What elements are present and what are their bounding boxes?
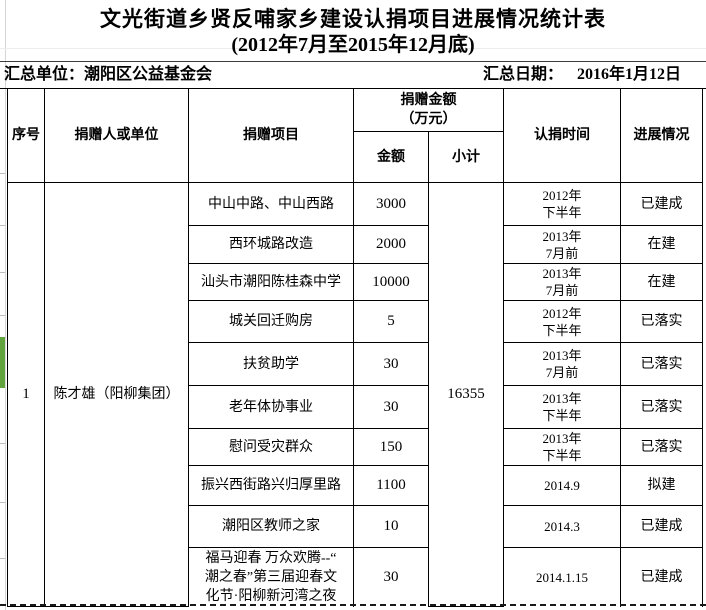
table-row: 振兴西街路兴归厚里路 1100 2014.9 拟建	[8, 465, 703, 506]
table-row: 1 陈才雄（阳柳集团） 中山中路、中山西路 3000 16355 2012年 下…	[7, 182, 703, 607]
cell-progress: 已落实	[620, 385, 703, 429]
header-amount-group: 捐赠金额 （万元）	[353, 88, 504, 132]
green-marker	[0, 337, 5, 388]
cell-project: 慰问受灾群众	[188, 428, 354, 466]
gridline-tick	[0, 272, 5, 273]
cell-progress: 在建	[620, 225, 703, 264]
header-progress: 进展情况	[620, 88, 703, 183]
gridline-tick	[0, 558, 5, 559]
header-donor: 捐赠人或单位	[44, 88, 189, 183]
cell-time: 2013年 下半年	[503, 385, 621, 429]
cell-amount: 30	[353, 385, 429, 429]
table-row: 福马迎春 万众欢腾--“ 潮之春”第三届迎春文 化节·阳柳新河湾之夜 30 20…	[8, 547, 703, 607]
gridline-tick	[0, 225, 5, 226]
cell-progress: 已落实	[620, 300, 703, 343]
table-row: 汕头市潮阳陈桂森中学 10000 2013年 7月前 在建	[8, 263, 703, 301]
cell-amount: 30	[353, 547, 429, 607]
cell-project: 中山中路、中山西路	[188, 182, 354, 226]
cell-progress: 已建成	[620, 505, 703, 548]
table-row: 扶贫助学 30 2013年 7月前 已落实	[8, 342, 703, 386]
cell-amount: 2000	[353, 225, 429, 264]
header-amount: 金额	[353, 131, 429, 183]
table-row: 潮阳区教师之家 10 2014.3 已建成	[8, 505, 703, 548]
summary-date-label: 汇总日期：	[483, 66, 564, 83]
cell-amount: 10000	[353, 263, 429, 301]
title-divider	[0, 61, 706, 62]
cell-time: 2012年 下半年	[503, 182, 621, 226]
cell-subtotal: 16355	[428, 182, 504, 607]
gridline-tick	[0, 315, 5, 316]
gridline-tick	[0, 502, 5, 503]
cell-progress: 已建成	[620, 182, 703, 226]
header-subtotal: 小计	[428, 131, 504, 183]
cell-seq: 1	[7, 182, 45, 607]
summary-date: 汇总日期： 2016年1月12日	[483, 62, 681, 88]
cell-time: 2013年 下半年	[503, 428, 621, 466]
cell-amount: 1100	[353, 465, 429, 506]
page-subtitle: (2012年7月至2015年12月底)	[231, 34, 475, 56]
cell-project: 扶贫助学	[188, 342, 354, 386]
cell-time: 2014.9	[503, 465, 621, 506]
cell-project: 福马迎春 万众欢腾--“ 潮之春”第三届迎春文 化节·阳柳新河湾之夜	[188, 547, 354, 607]
cell-amount: 3000	[353, 182, 429, 226]
gridline-tick	[0, 173, 5, 174]
header-time: 认捐时间	[503, 88, 621, 183]
page-break-line	[0, 604, 706, 606]
cell-project: 老年体协事业	[188, 385, 354, 429]
cell-progress: 已建成	[620, 547, 703, 607]
cell-project: 西环城路改造	[188, 225, 354, 264]
summary-unit: 汇总单位：潮阳区公益基金会	[4, 66, 213, 83]
donation-table: 序号 捐赠人或单位 捐赠项目 捐赠金额 （万元） 认捐时间 进展情况 金额 小计…	[7, 88, 703, 607]
cell-progress: 已落实	[620, 428, 703, 466]
header-seq: 序号	[7, 88, 45, 183]
cell-project: 振兴西街路兴归厚里路	[188, 465, 354, 506]
header-row-2: 金额 小计	[8, 131, 703, 183]
summary-row: 汇总单位：潮阳区公益基金会 汇总日期： 2016年1月12日	[0, 62, 706, 88]
cell-project: 汕头市潮阳陈桂森中学	[188, 263, 354, 301]
cell-time: 2013年 7月前	[503, 225, 621, 264]
page-title: 文光街道乡贤反哺家乡建设认捐项目进展情况统计表	[100, 7, 606, 31]
gridline-tick	[0, 443, 5, 444]
cell-amount: 30	[353, 342, 429, 386]
cell-time: 2012年 下半年	[503, 300, 621, 343]
gridline-horizontal	[0, 48, 706, 49]
cell-progress: 在建	[620, 263, 703, 301]
cell-progress: 已落实	[620, 342, 703, 386]
gridline-vertical	[5, 0, 6, 610]
cell-amount: 150	[353, 428, 429, 466]
cell-time: 2014.3	[503, 505, 621, 548]
header-project: 捐赠项目	[188, 88, 354, 183]
cell-time: 2013年 7月前	[503, 263, 621, 301]
table-row: 老年体协事业 30 2013年 下半年 已落实	[8, 385, 703, 429]
cell-amount: 5	[353, 300, 429, 343]
title-block: 文光街道乡贤反哺家乡建设认捐项目进展情况统计表 (2012年7月至2015年12…	[0, 0, 706, 61]
cell-project: 城关回迁购房	[188, 300, 354, 343]
cell-project: 潮阳区教师之家	[188, 505, 354, 548]
header-row-1: 序号 捐赠人或单位 捐赠项目 捐赠金额 （万元） 认捐时间 进展情况	[7, 88, 703, 183]
cell-time: 2013年 7月前	[503, 342, 621, 386]
cell-donor: 陈才雄（阳柳集团）	[44, 182, 189, 607]
summary-date-value: 2016年1月12日	[577, 66, 682, 83]
cell-time: 2014.1.15	[503, 547, 621, 607]
cell-amount: 10	[353, 505, 429, 548]
cell-progress: 拟建	[620, 465, 703, 506]
